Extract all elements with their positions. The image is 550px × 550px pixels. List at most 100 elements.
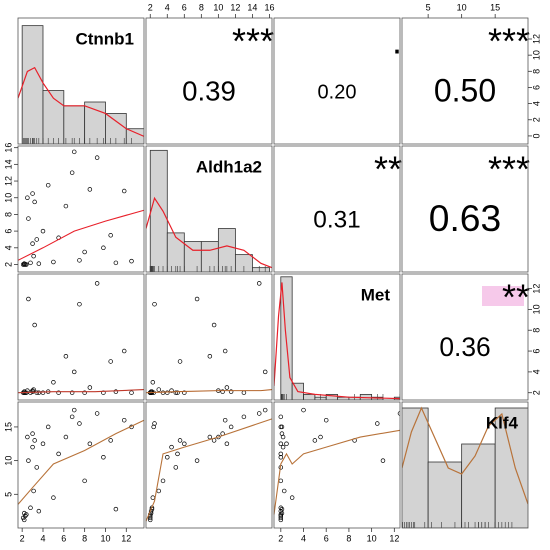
scatter-point bbox=[30, 431, 35, 436]
scatter-point bbox=[51, 495, 56, 500]
histogram-bar bbox=[461, 443, 496, 528]
smooth-line bbox=[17, 389, 145, 394]
scatter-point bbox=[194, 296, 200, 302]
panel-frame bbox=[145, 17, 273, 145]
tick-label: 6 bbox=[61, 533, 66, 543]
scatter-point bbox=[36, 390, 42, 395]
scatter-point bbox=[94, 281, 100, 286]
scatter-point bbox=[397, 411, 400, 416]
scatter-point bbox=[278, 505, 284, 511]
panel-frame bbox=[17, 273, 145, 401]
smooth-line bbox=[145, 418, 273, 522]
scatter-point bbox=[101, 455, 106, 460]
scatter-point bbox=[40, 228, 46, 234]
scatter-point bbox=[63, 203, 69, 209]
panel-frame bbox=[401, 401, 529, 529]
significance-stars: *** bbox=[488, 21, 530, 62]
scatter-point bbox=[228, 424, 234, 430]
scatter-point bbox=[151, 424, 156, 430]
scatter-point bbox=[69, 170, 75, 175]
scatter-point bbox=[30, 241, 35, 246]
panel-frame bbox=[401, 17, 529, 145]
scatter-point bbox=[280, 444, 286, 450]
scatter-point bbox=[289, 495, 295, 500]
scatter-point bbox=[182, 390, 187, 395]
scatter-point bbox=[156, 488, 162, 494]
scatter-point bbox=[375, 421, 380, 426]
panel bbox=[402, 406, 528, 528]
scatter-point bbox=[278, 414, 284, 420]
star-highlight bbox=[482, 286, 524, 306]
variable-label: Klf4 bbox=[486, 413, 519, 432]
tick-label: 4 bbox=[531, 101, 541, 106]
scatter-point bbox=[32, 438, 37, 443]
scatter-point bbox=[194, 458, 200, 463]
tick-label: 6 bbox=[531, 349, 541, 354]
scatter-point bbox=[31, 253, 36, 259]
scatter-point bbox=[77, 421, 82, 426]
scatter-point bbox=[211, 322, 217, 328]
scatter-point bbox=[108, 359, 113, 364]
tick-label: 12 bbox=[531, 34, 541, 44]
scatter-point bbox=[94, 411, 100, 416]
scatter-point bbox=[31, 488, 36, 494]
scatter-point bbox=[31, 387, 36, 392]
scatter-point bbox=[36, 508, 42, 514]
tick-label: 8 bbox=[531, 328, 541, 333]
tick-label: 2 bbox=[148, 2, 153, 12]
scatter-point bbox=[222, 417, 228, 423]
tick-label: 2 bbox=[531, 390, 541, 395]
histogram-bar bbox=[494, 407, 528, 528]
scatter-point bbox=[56, 390, 61, 395]
variable-label: Met bbox=[361, 285, 391, 304]
smooth-line bbox=[273, 429, 401, 515]
scatter-point bbox=[51, 259, 56, 265]
variable-label: Aldh1a2 bbox=[196, 157, 262, 176]
panel-frame bbox=[273, 273, 401, 401]
tick-label: 0 bbox=[531, 133, 541, 138]
scatter-point bbox=[101, 245, 106, 251]
tick-label: 12 bbox=[389, 533, 399, 543]
scatter-point bbox=[241, 414, 247, 420]
scatter-point bbox=[24, 512, 29, 517]
panel-frame bbox=[273, 17, 401, 145]
scatter-point bbox=[82, 478, 87, 484]
tick-label: 10 bbox=[100, 533, 110, 543]
scatter-point bbox=[228, 389, 234, 394]
histogram-bar bbox=[149, 149, 168, 272]
scatter-point bbox=[21, 517, 27, 523]
significance-stars: ** bbox=[374, 149, 402, 190]
scatter-point bbox=[71, 369, 77, 375]
scatter-point bbox=[177, 359, 183, 364]
scatter-point bbox=[156, 387, 162, 392]
scatter-point bbox=[94, 155, 100, 160]
scatter-point bbox=[278, 424, 284, 430]
significance-stars: ** bbox=[502, 277, 530, 318]
scatter-point bbox=[113, 506, 119, 512]
scatter-point bbox=[71, 149, 77, 155]
panel-frame bbox=[273, 401, 401, 529]
scatter-point bbox=[173, 390, 179, 395]
scatter-point bbox=[56, 451, 61, 457]
scatter-point bbox=[278, 478, 284, 484]
histogram-bar bbox=[252, 267, 270, 272]
scatter-point bbox=[278, 517, 284, 523]
smooth-line bbox=[17, 209, 145, 261]
panel-frame bbox=[17, 401, 145, 529]
scatter-point bbox=[150, 380, 156, 385]
scatter-point bbox=[26, 216, 31, 221]
scatter-point bbox=[25, 195, 30, 200]
tick-label: 8 bbox=[82, 533, 87, 543]
scatter-point bbox=[21, 262, 27, 267]
panel-frame bbox=[401, 273, 529, 401]
tick-label: 15 bbox=[3, 422, 13, 432]
scatter-point bbox=[323, 417, 329, 423]
scatter-point bbox=[82, 390, 87, 395]
density-line bbox=[18, 66, 144, 137]
variable-label: Ctnnb1 bbox=[75, 29, 134, 48]
scatter-point bbox=[45, 424, 51, 430]
correlation-value: 0.31 bbox=[313, 206, 360, 233]
tick-label: 6 bbox=[182, 2, 187, 12]
scatter-point bbox=[32, 199, 37, 205]
tick-label: 8 bbox=[531, 69, 541, 74]
